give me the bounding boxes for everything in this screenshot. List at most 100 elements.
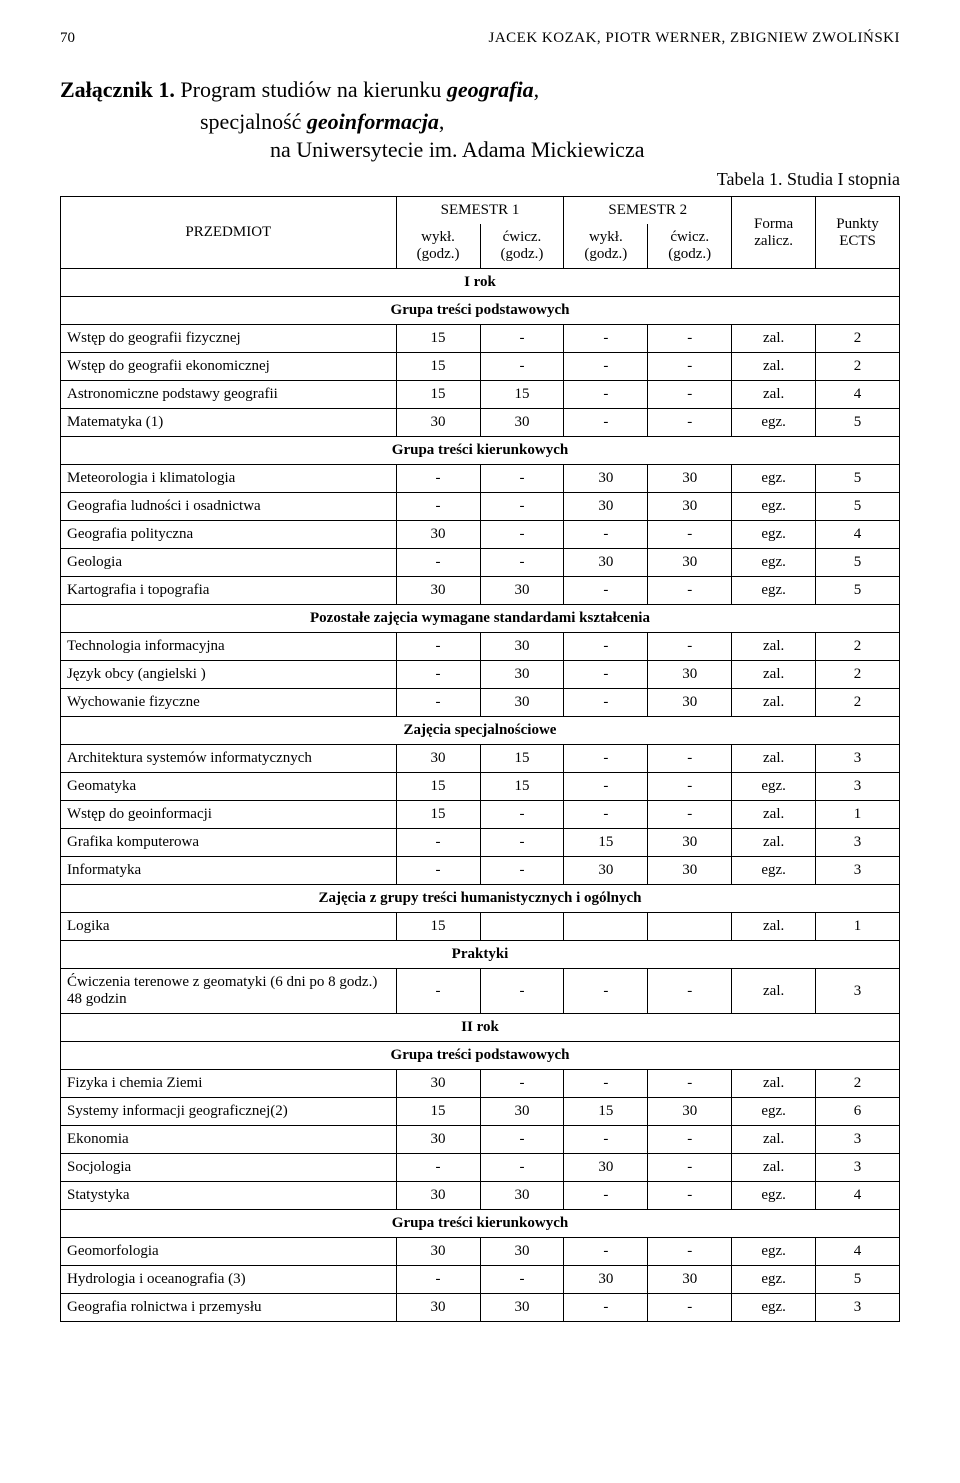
hdr-s1-wykl: wykł. (godz.) [396, 224, 480, 269]
section-label: Grupa treści podstawowych [61, 1042, 900, 1070]
cell-punkty: 4 [816, 381, 900, 409]
cell-forma: egz. [732, 1182, 816, 1210]
table-row: Technologia informacyjna-30--zal.2 [61, 633, 900, 661]
cell-s2-wykl: - [564, 1294, 648, 1322]
table-row: Matematyka (1)3030--egz.5 [61, 409, 900, 437]
cell-s2-wykl: - [564, 801, 648, 829]
cell-forma: egz. [732, 577, 816, 605]
subject-cell: Fizyka i chemia Ziemi [61, 1070, 397, 1098]
running-title: JACEK KOZAK, PIOTR WERNER, ZBIGNIEW ZWOL… [489, 30, 901, 47]
table-row: Systemy informacji geograficznej(2)15301… [61, 1098, 900, 1126]
cell-forma: egz. [732, 1098, 816, 1126]
subject-cell: Grafika komputerowa [61, 829, 397, 857]
cell-s1-cwicz: 15 [480, 745, 564, 773]
cell-s2-wykl: - [564, 409, 648, 437]
section-row: Grupa treści podstawowych [61, 297, 900, 325]
cell-s1-wykl: - [396, 969, 480, 1014]
cell-s1-wykl: 15 [396, 325, 480, 353]
subject-cell: Wstęp do geoinformacji [61, 801, 397, 829]
attachment-prefix: Załącznik 1. [60, 77, 175, 102]
cell-s1-cwicz: - [480, 1126, 564, 1154]
cell-s1-wykl: - [396, 549, 480, 577]
cell-s2-wykl: - [564, 325, 648, 353]
cell-s1-cwicz: - [480, 1070, 564, 1098]
section-row: Grupa treści kierunkowych [61, 437, 900, 465]
title-line2c: , [439, 109, 445, 134]
title-line1c: , [534, 77, 540, 102]
cell-punkty: 5 [816, 1266, 900, 1294]
cell-s2-wykl: - [564, 969, 648, 1014]
section-label: Grupa treści podstawowych [61, 297, 900, 325]
table-row: Ćwiczenia terenowe z geomatyki (6 dni po… [61, 969, 900, 1014]
cell-s2-cwicz: - [648, 521, 732, 549]
cell-forma: egz. [732, 1238, 816, 1266]
cell-s1-cwicz: - [480, 1266, 564, 1294]
table-row: Hydrologia i oceanografia (3)--3030egz.5 [61, 1266, 900, 1294]
subject-cell: Systemy informacji geograficznej(2) [61, 1098, 397, 1126]
cell-s2-cwicz: - [648, 633, 732, 661]
cell-s2-cwicz: 30 [648, 1098, 732, 1126]
cell-s1-wykl: 30 [396, 1126, 480, 1154]
cell-s1-wykl: 15 [396, 353, 480, 381]
cell-punkty: 2 [816, 1070, 900, 1098]
table-row: Logika15zal.1 [61, 913, 900, 941]
cell-s1-cwicz [480, 913, 564, 941]
cell-punkty: 2 [816, 661, 900, 689]
cell-s2-wykl: - [564, 1070, 648, 1098]
subject-cell: Geomorfologia [61, 1238, 397, 1266]
subject-cell: Kartografia i topografia [61, 577, 397, 605]
subject-cell: Geologia [61, 549, 397, 577]
table-row: Architektura systemów informatycznych301… [61, 745, 900, 773]
cell-s1-wykl: 15 [396, 773, 480, 801]
page-header: 70 JACEK KOZAK, PIOTR WERNER, ZBIGNIEW Z… [60, 30, 900, 47]
cell-forma: zal. [732, 801, 816, 829]
cell-forma: egz. [732, 1266, 816, 1294]
subject-cell: Geomatyka [61, 773, 397, 801]
section-label: Grupa treści kierunkowych [61, 437, 900, 465]
cell-forma: zal. [732, 353, 816, 381]
subject-cell: Ćwiczenia terenowe z geomatyki (6 dni po… [61, 969, 397, 1014]
cell-forma: egz. [732, 493, 816, 521]
title-line1a: Program studiów na kierunku [180, 77, 446, 102]
cell-forma: egz. [732, 409, 816, 437]
cell-punkty: 5 [816, 465, 900, 493]
cell-punkty: 2 [816, 633, 900, 661]
cell-s2-cwicz: - [648, 745, 732, 773]
cell-punkty: 5 [816, 493, 900, 521]
cell-punkty: 1 [816, 801, 900, 829]
subject-cell: Ekonomia [61, 1126, 397, 1154]
subject-cell: Informatyka [61, 857, 397, 885]
cell-s1-cwicz: - [480, 857, 564, 885]
cell-s2-cwicz: 30 [648, 829, 732, 857]
cell-s2-wykl: 15 [564, 1098, 648, 1126]
cell-s2-wykl: 15 [564, 829, 648, 857]
cell-s2-cwicz: 30 [648, 689, 732, 717]
cell-s2-cwicz: - [648, 1126, 732, 1154]
table-row: Geografia polityczna30---egz.4 [61, 521, 900, 549]
cell-s2-cwicz: - [648, 801, 732, 829]
subject-cell: Wstęp do geografii fizycznej [61, 325, 397, 353]
cell-s2-cwicz: - [648, 1154, 732, 1182]
cell-s1-wykl: - [396, 661, 480, 689]
cell-s2-wykl: - [564, 1126, 648, 1154]
cell-s2-wykl: - [564, 1182, 648, 1210]
cell-s1-wykl: - [396, 1266, 480, 1294]
cell-punkty: 3 [816, 829, 900, 857]
cell-s2-wykl: 30 [564, 1154, 648, 1182]
cell-s1-wykl: 30 [396, 745, 480, 773]
cell-forma: zal. [732, 1154, 816, 1182]
subject-cell: Meteorologia i klimatologia [61, 465, 397, 493]
cell-s2-cwicz: - [648, 325, 732, 353]
table-row: Geomorfologia3030--egz.4 [61, 1238, 900, 1266]
cell-punkty: 3 [816, 1294, 900, 1322]
table-row: Ekonomia30---zal.3 [61, 1126, 900, 1154]
cell-s2-cwicz: - [648, 969, 732, 1014]
cell-s2-wykl: - [564, 381, 648, 409]
hdr-punkty: Punkty ECTS [816, 197, 900, 269]
table-row: Geografia rolnictwa i przemysłu3030--egz… [61, 1294, 900, 1322]
cell-s2-cwicz: 30 [648, 549, 732, 577]
cell-s2-wykl: - [564, 1238, 648, 1266]
section-row: Praktyki [61, 941, 900, 969]
table-row: Geomatyka1515--egz.3 [61, 773, 900, 801]
section-row: Zajęcia specjalnościowe [61, 717, 900, 745]
